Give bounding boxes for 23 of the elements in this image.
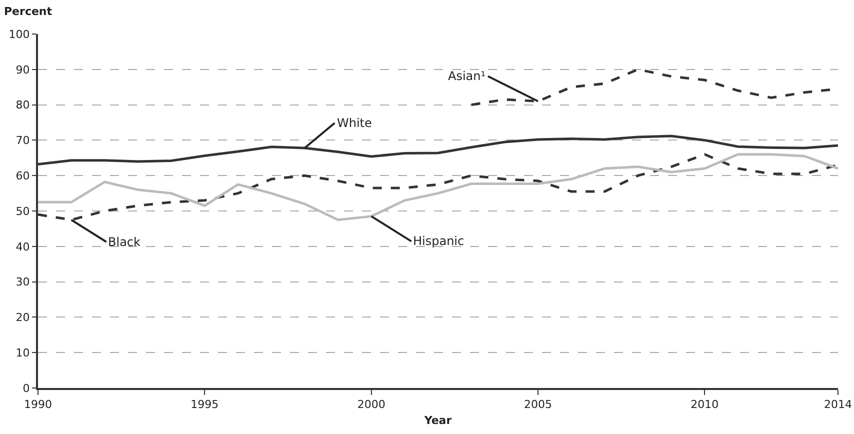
y-tick-label: 80	[16, 98, 30, 112]
y-tick-label: 70	[16, 134, 30, 148]
text: Black	[108, 235, 141, 249]
y-tick-label: 40	[16, 240, 30, 254]
x-axis-title: Year	[423, 414, 452, 427]
y-tick-label: 0	[22, 382, 30, 395]
x-tick-label: 1995	[190, 398, 219, 412]
y-tick-label: 100	[8, 28, 30, 41]
text: Hispanic	[413, 234, 464, 248]
y-tick-label: 30	[16, 276, 30, 289]
x-tick-label: 2005	[524, 398, 552, 412]
y-tick-label: 60	[16, 169, 30, 182]
y-tick-label: 20	[16, 311, 30, 324]
x-tick-label: 1990	[24, 398, 52, 412]
x-tick-label: 2014	[824, 398, 852, 412]
series-label: White	[337, 116, 372, 130]
y-tick-label: 50	[16, 204, 30, 218]
y-tick-label: 90	[16, 63, 30, 76]
y-axis-title: Percent	[4, 5, 52, 18]
series-label: Asian¹	[448, 69, 486, 83]
x-tick-label: 2000	[357, 398, 386, 412]
x-tick-label: 2010	[690, 398, 719, 412]
y-tick-label: 10	[16, 346, 30, 360]
